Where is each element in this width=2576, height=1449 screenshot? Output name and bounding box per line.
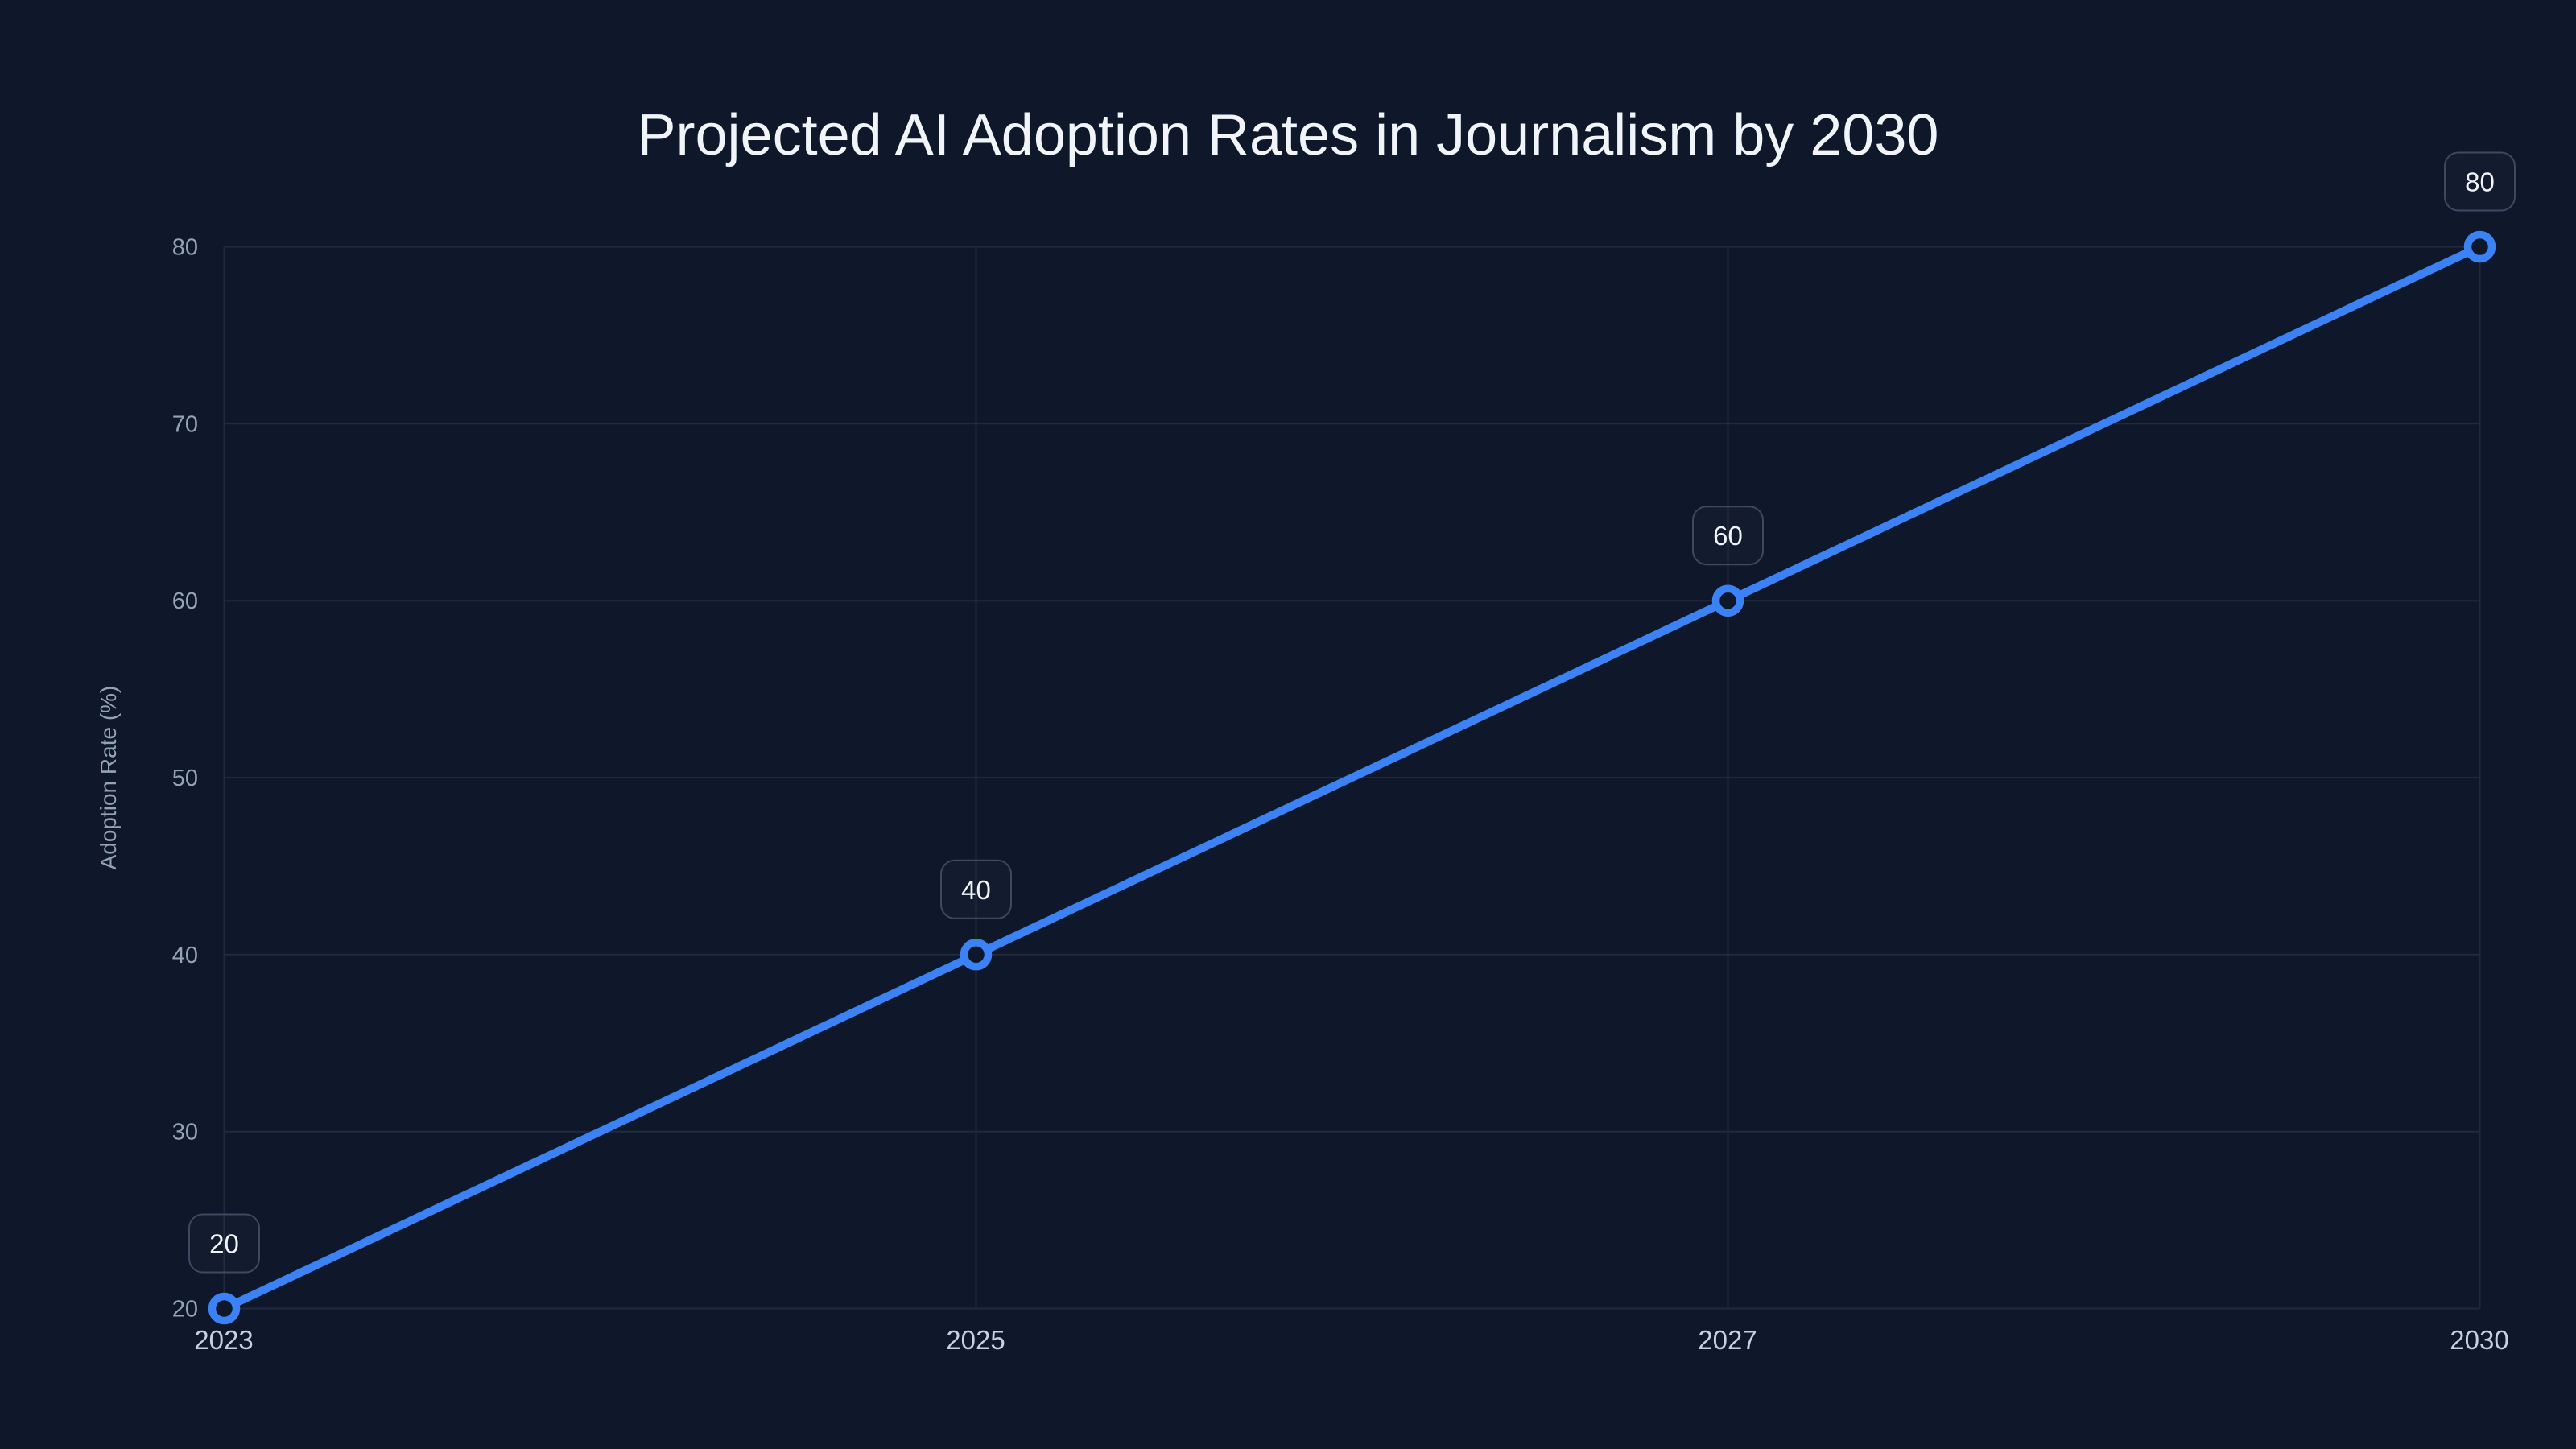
svg-text:2025: 2025 (946, 1325, 1005, 1355)
svg-text:60: 60 (1713, 521, 1743, 551)
svg-text:20: 20 (209, 1229, 239, 1259)
svg-text:40: 40 (961, 875, 991, 905)
svg-text:20: 20 (172, 1297, 198, 1323)
svg-text:2027: 2027 (1698, 1325, 1757, 1355)
svg-text:50: 50 (172, 766, 198, 791)
svg-text:80: 80 (172, 235, 198, 261)
svg-text:Adoption Rate (%): Adoption Rate (%) (96, 686, 121, 870)
svg-text:Projected AI Adoption Rates in: Projected AI Adoption Rates in Journalis… (638, 103, 1939, 167)
svg-text:70: 70 (172, 411, 198, 437)
svg-text:40: 40 (172, 943, 198, 968)
svg-text:30: 30 (172, 1120, 198, 1146)
svg-text:60: 60 (172, 588, 198, 614)
svg-text:2030: 2030 (2450, 1325, 2508, 1355)
svg-text:2023: 2023 (194, 1325, 253, 1355)
svg-text:80: 80 (2465, 167, 2495, 197)
